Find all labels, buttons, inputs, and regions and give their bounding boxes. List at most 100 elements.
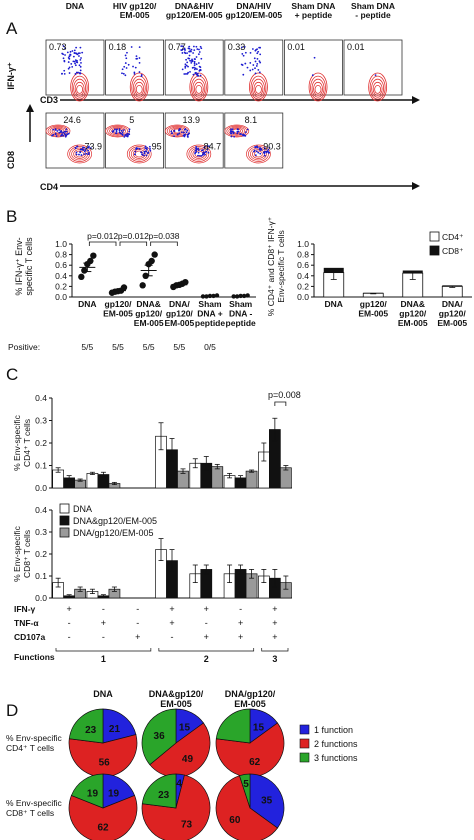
b-left-ytick-label-line: 0.4 [55,271,67,281]
c-sign-line: + [67,604,72,614]
flow-event-dot [258,71,261,74]
flow-event-dot [173,135,175,138]
c-top-ytick-label: 0.0 [35,483,47,493]
flow-contour [71,75,88,100]
flow-event-dot [85,147,87,150]
d-row-label-1: % Env-specific CD8⁺ T cells [6,798,62,818]
flow-event-dot [81,51,84,54]
c-legend-label-2: DNA/gp120/EM-005 [73,528,154,538]
b-legend-label-0: CD4⁺ [442,232,464,242]
flow-event-dot [188,45,191,48]
c-bottom-ytick-label-line: 0.1 [35,571,47,581]
flow-event-dot [230,128,232,131]
d-pie-slice [149,722,211,778]
flow-event-dot [199,74,202,77]
flow-event-dot [74,147,77,150]
flow-event-dot [138,147,141,150]
b-left-category-3-line: gp120/ [166,309,194,319]
flow-event-dot [127,134,129,137]
flow-event-dot [263,150,266,153]
c-row-label-2-line: CD107a [14,632,45,642]
flow-header-1-line: HIV gp120/ [113,1,157,11]
flow-event-dot [61,133,64,135]
d-col-title-2: DNA/gp120/EM-005 [225,689,276,709]
flow-event-dot [193,60,196,63]
flow-event-dot [230,135,233,138]
flow-event-dot [185,64,188,67]
b-left-category-1-line: EM-005 [103,309,133,319]
b-right-ytick-label: 0.4 [297,271,309,281]
flow-event-dot [200,57,203,60]
flow-percent-1: 0.18 [109,42,127,52]
c-bottom-ytick-label: 0.1 [35,571,47,581]
flow-percent-4: 0.01 [287,42,305,52]
d-legend-label-1-line: 2 functions [314,739,358,749]
flow-event-dot [203,146,206,148]
flow-event-dot [78,153,80,156]
flow-event-dot [254,154,257,157]
c-pvalue-line: p=0.008 [268,390,301,400]
c-sign-line: - [102,632,105,642]
b-right-bar-cd4 [441,285,463,298]
flow-event-dot [61,72,63,75]
flow-event-dot [374,74,377,77]
b-right-ytick-label: 1.0 [297,239,309,249]
b-left-category-5-line: Sham [229,299,253,309]
b-right-ytick-label: 0.0 [297,292,309,302]
c-sign-line: + [272,604,277,614]
d-slice-label-line: 56 [99,758,111,769]
d-legend-swatch-0 [299,724,310,735]
flow-contour [368,72,388,102]
flow-contour [126,144,152,164]
flow-top-percent-2: 13.9 [183,115,201,125]
flow-event-dot [119,132,122,135]
flow-event-dot [125,67,128,69]
b-left-point [78,273,85,281]
b-left-ylabel-line: % IFN-γ⁺ Env- [14,237,24,295]
flow-event-dot [134,150,137,153]
b-right-category-3-line: gp120/ [439,309,467,319]
flow-contour [188,146,210,162]
flow-event-dot [75,151,78,154]
flow-event-dot [243,46,246,48]
c-top-bar [211,466,224,489]
b-right-category-1-line: gp120/ [360,299,388,309]
flow-event-dot [124,74,127,77]
flow-event-dot [173,130,176,133]
flow-header-5-line: Sham DNA [351,1,395,11]
b-left-pvalue-1-line: p=0.012 [118,231,149,241]
flow-event-dot [180,45,183,48]
flow-event-dot [51,134,53,137]
flow-event-dot [259,149,262,152]
c-sign-line: - [102,604,105,614]
b-left-category-3-line: DNA/ [169,299,190,309]
b-left-ytick-label: 0.4 [55,271,67,281]
flow-event-dot [249,69,252,72]
cd3-arrow-head [412,96,420,104]
c-bottom-ytick-label: 0.2 [35,549,47,559]
b-right-ytick-label: 0.2 [297,281,309,291]
flow-contour [369,75,386,100]
b-positive-value-4-line: 0/5 [204,342,216,352]
d-slice-label: 21 [109,724,121,735]
c-top-ylabel: % Env-specificCD4⁺ T cells [12,414,32,470]
c-top-ytick-label: 0.2 [35,438,47,448]
flow-contour [372,81,383,96]
flow-event-dot [144,145,147,148]
c-pvalue: p=0.008 [268,390,301,400]
flow-event-dot [268,151,271,154]
flow-event-dot [143,152,146,155]
d-col-title-1-line: DNA&gp120/ [149,689,204,699]
c-bottom-ytick-label-line: 0.4 [35,505,47,515]
d-slice-label: 23 [158,790,170,801]
cd4-arrow-head [412,182,420,190]
flow-event-dot [241,64,244,66]
flow-contour [228,126,246,136]
flow-event-dot [254,146,257,148]
flow-event-dot [183,48,186,51]
b-right-bar-cd8 [402,270,423,274]
flow-event-dot [184,65,187,68]
flow-event-dot [80,154,83,156]
flow-header-2-line: DNA&HIV [175,1,214,11]
d-pie-slice [249,773,285,829]
